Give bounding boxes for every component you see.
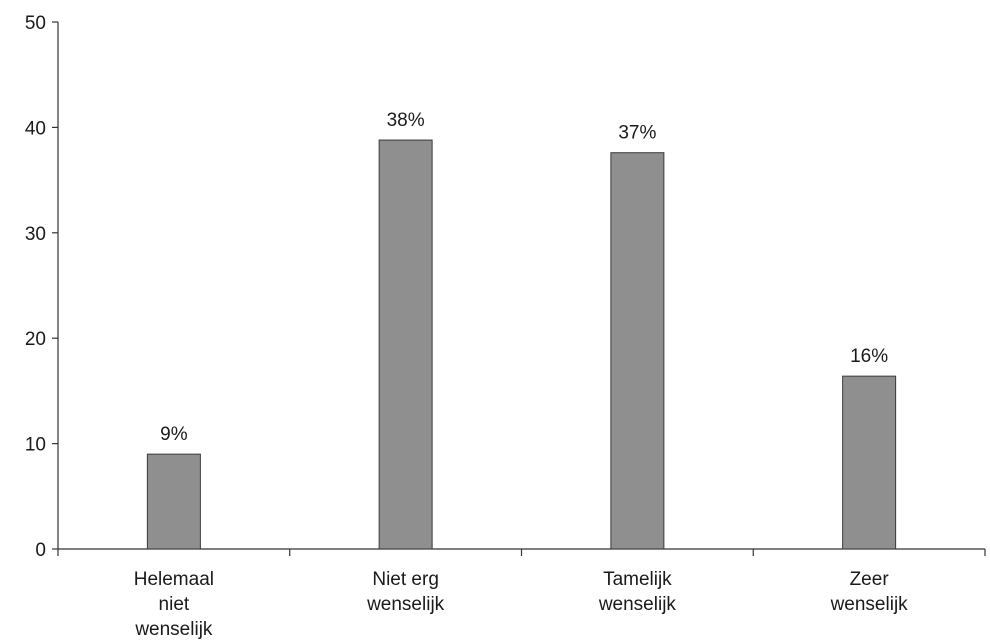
y-tick-label: 50: [25, 13, 46, 34]
category-label: wenselijk: [366, 594, 445, 615]
category-label: wenselijk: [134, 619, 213, 640]
y-axis: 0 10 20 30 40 50: [25, 13, 59, 561]
y-tick-label: 10: [25, 435, 46, 456]
y-tick-label: 0: [35, 540, 46, 561]
bar: [378, 139, 433, 550]
data-label: 37%: [618, 123, 656, 144]
category-label: wenselijk: [598, 594, 677, 615]
category-label: wenselijk: [830, 594, 909, 615]
data-label: 9%: [160, 424, 188, 445]
x-axis: Helemaal niet wenselijk Niet erg wenselijk Ta…: [57, 548, 986, 640]
y-tick-label: 30: [25, 224, 46, 245]
bar: [610, 152, 665, 550]
y-tick-label: 40: [25, 118, 46, 139]
bars: [146, 139, 897, 550]
bar: [146, 453, 201, 550]
data-label: 16%: [850, 346, 888, 367]
y-tick-label: 20: [25, 329, 46, 350]
data-label: 38%: [387, 110, 425, 131]
category-label: Zeer: [850, 569, 890, 590]
category-label: Tamelijk: [603, 569, 672, 590]
category-label: Helemaal: [134, 569, 214, 590]
category-label: niet: [159, 594, 190, 615]
bar: [842, 375, 897, 550]
category-label: Niet erg: [372, 569, 439, 590]
data-labels: 9% 38% 37% 16%: [160, 110, 888, 445]
